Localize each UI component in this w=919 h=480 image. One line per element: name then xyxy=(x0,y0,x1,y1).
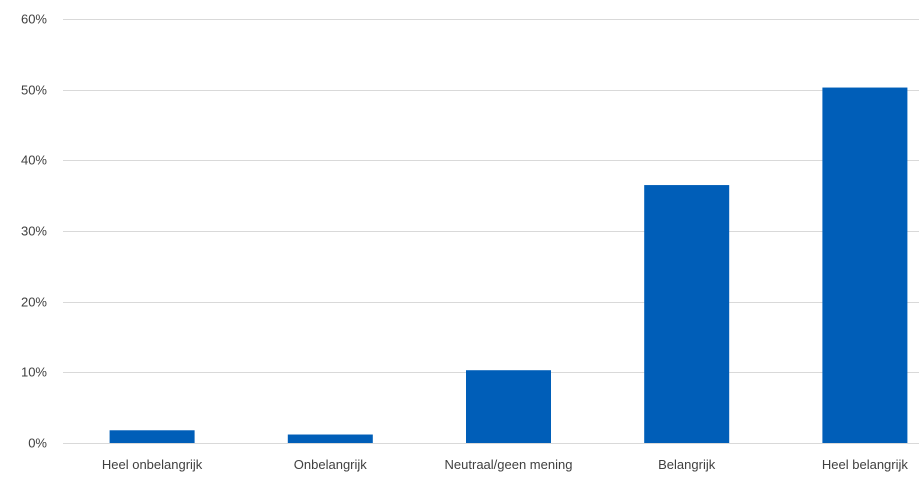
y-tick-label: 30% xyxy=(21,224,47,239)
x-category-label: Heel onbelangrijk xyxy=(102,457,203,472)
y-tick-label: 60% xyxy=(21,12,47,27)
x-category-label: Belangrijk xyxy=(658,457,716,472)
y-tick-label: 0% xyxy=(28,436,47,451)
y-tick-label: 20% xyxy=(21,295,47,310)
bar xyxy=(109,430,195,443)
bar xyxy=(644,185,730,444)
y-tick-label: 40% xyxy=(21,153,47,168)
x-axis-category-labels: Heel onbelangrijk Onbelangrijk Neutraal/ge… xyxy=(102,457,909,472)
y-tick-label: 10% xyxy=(21,365,47,380)
gridlines xyxy=(63,19,919,444)
y-tick-label: 50% xyxy=(21,83,47,98)
x-category-label: Heel belangrijk xyxy=(822,457,908,472)
bar xyxy=(287,434,373,443)
y-axis-tick-labels: 0% 10% 20% 30% 40% 50% 60% xyxy=(21,12,47,451)
bar xyxy=(822,87,908,444)
x-category-label: Neutraal/geen mening xyxy=(445,457,573,472)
bar xyxy=(466,370,551,443)
x-category-label: Onbelangrijk xyxy=(294,457,367,472)
bars xyxy=(109,87,908,444)
